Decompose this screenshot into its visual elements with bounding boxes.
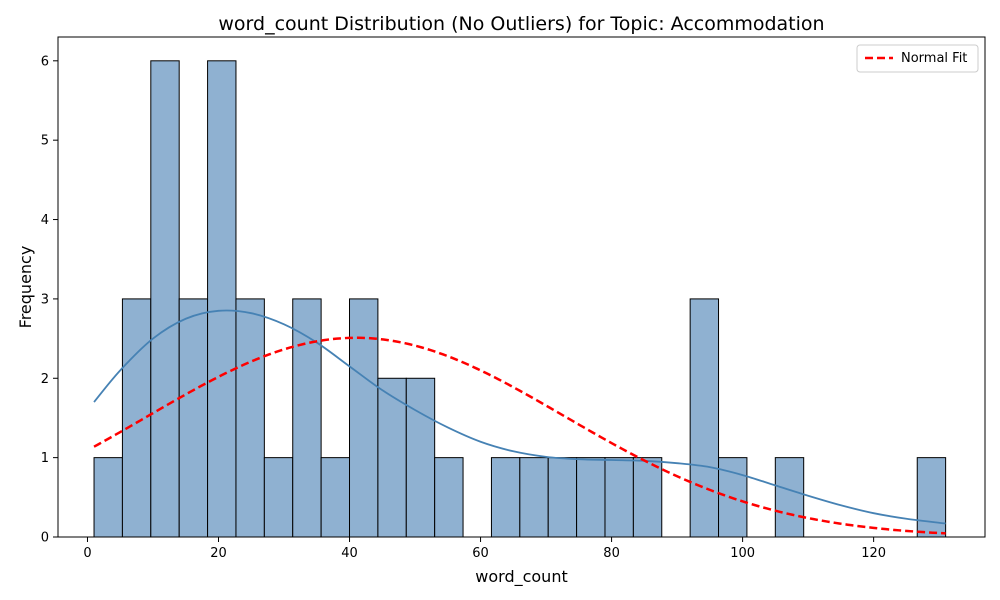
histogram-bar — [434, 457, 464, 538]
legend-label-normal-fit: Normal Fit — [901, 51, 967, 66]
histogram-bars — [93, 60, 947, 538]
histogram-bar — [490, 457, 521, 538]
y-axis-ticks: 0 1 2 3 4 5 6 — [41, 54, 58, 546]
histogram-bar — [916, 457, 947, 538]
histogram-bar — [235, 298, 265, 538]
y-tick-label: 1 — [41, 451, 49, 466]
x-tick-label: 40 — [341, 546, 358, 561]
x-tick-label: 0 — [83, 546, 91, 561]
x-tick-label: 80 — [603, 546, 620, 561]
x-tick-label: 100 — [730, 546, 755, 561]
y-tick-label: 5 — [41, 134, 49, 149]
legend-box — [856, 44, 979, 73]
x-axis-label: word_count — [475, 567, 567, 587]
histogram-bar — [632, 457, 663, 538]
y-tick-label: 6 — [41, 54, 49, 69]
plot-frame — [57, 36, 986, 538]
y-tick-label: 4 — [41, 213, 49, 228]
chart-title: word_count Distribution (No Outliers) fo… — [218, 13, 824, 35]
histogram-bar — [547, 457, 578, 538]
histogram-bar — [774, 457, 805, 538]
histogram-bar — [405, 377, 436, 538]
histogram-bar — [576, 457, 606, 538]
y-tick-label: 3 — [41, 292, 49, 307]
histogram-bar — [320, 457, 351, 538]
histogram-bar — [207, 60, 237, 538]
histogram-bar — [689, 298, 720, 538]
histogram-bar — [349, 298, 379, 538]
kde-curve — [93, 309, 946, 525]
histogram-bar — [519, 457, 549, 538]
legend: Normal Fit — [856, 44, 979, 73]
histogram-bar — [93, 457, 123, 538]
histogram-bar — [604, 457, 634, 538]
histogram-bar — [150, 60, 180, 538]
histogram-bar — [292, 298, 322, 538]
histogram-bar — [263, 457, 294, 538]
histogram-bar — [121, 298, 152, 538]
normal-fit-curve — [93, 336, 946, 535]
x-tick-label: 120 — [861, 546, 886, 561]
x-tick-label: 60 — [472, 546, 489, 561]
y-tick-label: 0 — [41, 531, 49, 546]
histogram-bar — [178, 298, 209, 538]
y-tick-label: 2 — [41, 372, 49, 387]
y-axis-label: Frequency — [16, 246, 35, 329]
x-tick-label: 20 — [210, 546, 227, 561]
x-axis-ticks: 0 20 40 60 80 100 120 — [83, 537, 886, 561]
